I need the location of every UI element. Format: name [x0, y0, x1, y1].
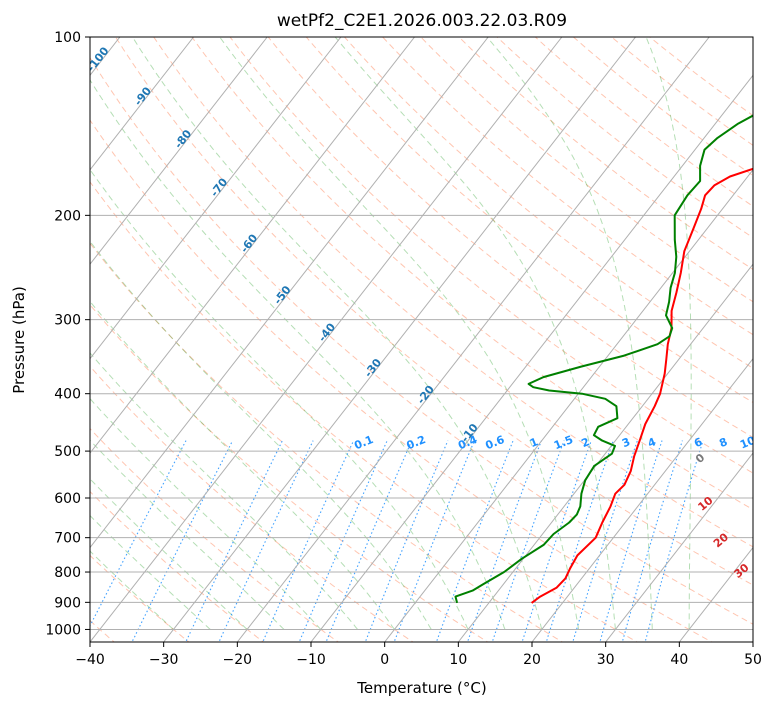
- mixing-ratio-label: 3: [620, 435, 632, 450]
- mixing-ratio-label: 10: [738, 434, 757, 452]
- dry-adiabat: [267, 37, 753, 438]
- moist-adiabat: [90, 168, 469, 630]
- moist-adiabat: [90, 352, 358, 630]
- plot-frame: [89, 36, 754, 643]
- y-tick-label: 900: [54, 595, 81, 611]
- moist-adiabat: [90, 514, 211, 630]
- moist-adiabat: [486, 37, 653, 630]
- moist-adiabat: [645, 37, 692, 630]
- mixing-ratio-line: [644, 440, 704, 642]
- y-tick-label: 700: [54, 531, 81, 547]
- x-tick-label: −30: [149, 652, 179, 668]
- mixing-ratio-line: [325, 440, 413, 642]
- x-tick-label: −10: [296, 652, 326, 668]
- dry-adiabat: [420, 37, 753, 303]
- moist-adiabat: [90, 79, 506, 630]
- x-tick-label: 50: [744, 652, 762, 668]
- isotherm: [163, 37, 636, 642]
- isotherm: [457, 263, 753, 642]
- axes: −40 −30 −20 −10 0 10 20 30 40 50 100 200 300 400 500 60…: [45, 30, 762, 668]
- mixing-ratio-label: 2: [580, 435, 592, 450]
- chart-title: wetPf2_C2E1.2026.003.22.03.R09: [277, 11, 567, 31]
- isotherm: [384, 168, 753, 642]
- dry-adiabat: [90, 242, 564, 642]
- x-axis-label: Temperature (°C): [356, 679, 486, 697]
- isotherm: [90, 37, 268, 266]
- x-tick-label: 30: [597, 652, 615, 668]
- x-tick-label: 10: [449, 652, 467, 668]
- x-tick-label: 0: [380, 652, 389, 668]
- mixing-ratio-line: [545, 440, 614, 642]
- dry-adiabat: [191, 37, 753, 511]
- moist-adiabat: [90, 439, 285, 630]
- isotherm: [90, 37, 415, 454]
- dry-adiabat: [153, 37, 753, 548]
- mixing-ratio-line: [298, 440, 388, 642]
- moist-adiabat: [334, 37, 616, 630]
- isotherm: [531, 357, 753, 642]
- mixing-ratio-line: [393, 440, 475, 642]
- y-tick-label: 400: [54, 387, 81, 403]
- x-tick-label: 40: [670, 652, 688, 668]
- y-tick-label: 200: [54, 208, 81, 224]
- y-tick-label: 800: [54, 565, 81, 581]
- mixing-ratio-line: [90, 440, 187, 628]
- moist-adiabat: [90, 550, 174, 630]
- mixing-ratio-line: [521, 440, 592, 642]
- isotherm: [605, 452, 753, 642]
- y-axis-label: Pressure (hPa): [10, 286, 28, 394]
- y-tick-label: 600: [54, 491, 81, 507]
- x-tick-label: −20: [223, 652, 253, 668]
- dry-adiabat: [229, 37, 753, 474]
- dry-adiabat: [90, 56, 753, 625]
- y-tick-label: 500: [54, 444, 81, 460]
- moist-adiabat: [90, 300, 395, 630]
- dewpoint-profile: [454, 114, 753, 604]
- isotherm: [90, 37, 342, 360]
- isotherm: [90, 37, 489, 549]
- mixing-ratio-line: [621, 440, 683, 642]
- isotherm: [310, 74, 753, 642]
- y-tick-label: 300: [54, 313, 81, 329]
- y-tick-label: 100: [54, 30, 81, 46]
- mixing-ratio-label: 1: [528, 435, 540, 450]
- isotherm: [90, 37, 563, 642]
- isotherm: [236, 37, 710, 642]
- mixing-ratio-line: [218, 440, 314, 642]
- isotherm: [90, 37, 194, 171]
- x-tick-label: 20: [523, 652, 541, 668]
- moist-adiabat: [132, 37, 543, 630]
- mixing-ratio-line: [364, 440, 449, 642]
- dry-adiabat: [115, 37, 753, 586]
- mixing-ratio-label: 8: [717, 435, 729, 450]
- x-tick-label: −40: [75, 652, 105, 668]
- moist-adiabat: [219, 37, 580, 630]
- y-tick-label: 1000: [45, 622, 81, 638]
- moist-adiabat: [90, 478, 248, 630]
